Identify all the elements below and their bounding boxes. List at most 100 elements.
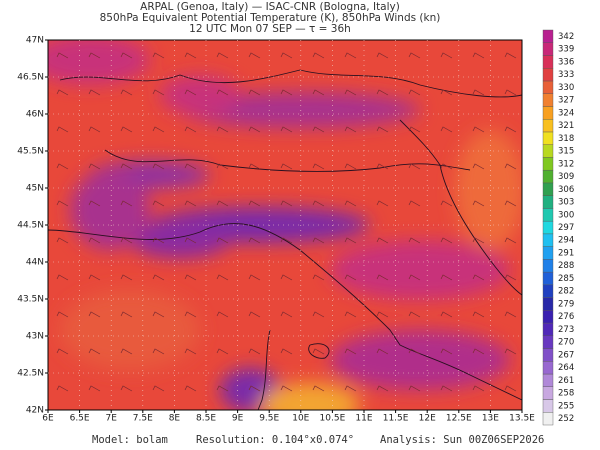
wind-barb [184,385,197,392]
lon-tick-label: 9E [232,414,244,424]
wind-barb [280,163,293,170]
colorbar-label: 273 [558,325,574,335]
lon-tick-label: 7E [105,414,117,424]
wind-barb [440,237,453,244]
colorbar-segment [542,361,554,375]
wind-barb [152,52,165,59]
wind-barb [216,200,229,207]
colorbar-label: 285 [558,274,574,284]
colorbar-segment [542,208,554,222]
colorbar-label: 342 [558,32,574,42]
lon-tick-label: 8.5E [196,414,216,424]
wind-barb [248,385,261,392]
wind-barb [440,200,453,207]
wind-barb [248,89,261,96]
wind-barb [312,237,325,244]
wind-barb [440,274,453,281]
lat-tick-label: 47N [26,36,44,46]
wind-barb [248,126,261,133]
wind-barb [376,385,389,392]
wind-barb [504,385,517,392]
wind-barb [120,348,133,355]
colorbar-segment [542,157,554,171]
wind-barb [184,348,197,355]
wind-barb [248,163,261,170]
colorbar-segment [542,118,554,133]
wind-barb [248,274,261,281]
footer-analysis: Analysis: Sun 00Z06SEP2026 [380,434,544,446]
colorbar-segment [542,284,554,298]
lon-tick-label: 11.5E [383,414,409,424]
colorbar-segment [542,195,554,209]
colorbar-segment [542,348,554,362]
colorbar-label: 270 [558,338,574,348]
colorbar-segment [542,169,554,184]
colorbar-segment [542,386,554,400]
colorbar-segment [542,80,554,94]
wind-barb [376,52,389,59]
colorbar-segment [542,271,554,286]
wind-barb [56,237,69,244]
wind-barb [280,274,293,281]
wind-barb [472,89,485,96]
wind-barb [216,348,229,355]
wind-barb [344,274,357,281]
wind-barb [472,348,485,355]
colorbar-segment [542,55,554,69]
wind-barb [344,348,357,355]
colorbar-label: 306 [558,185,574,195]
wind-barb [280,348,293,355]
colorbar-label: 330 [558,83,574,93]
colorbar-label: 297 [558,223,574,233]
colorbar-segment [542,68,554,82]
colorbar-label: 315 [558,147,574,157]
colorbar-segment [542,412,554,426]
lon-tick-label: 9.5E [259,414,279,424]
header-line: ARPAL (Genoa, Italy) — ISAC-CNR (Bologna… [140,1,400,13]
wind-barb [56,348,69,355]
wind-barb [280,89,293,96]
wind-barb [216,163,229,170]
wind-barb [344,126,357,133]
wind-barb [56,200,69,207]
wind-barb [88,89,101,96]
lon-tick-label: 8E [169,414,181,424]
wind-barb [312,385,325,392]
wind-barb [440,348,453,355]
wind-barb [408,348,421,355]
wind-barb [504,163,517,170]
colorbar-label: 261 [558,376,574,386]
wind-barb [376,126,389,133]
wind-barb [472,200,485,207]
colorbar-segment [542,399,554,413]
wind-barb [88,385,101,392]
wind-barb [216,89,229,96]
colorbar-segment [542,106,554,120]
colorbar-label: 303 [558,198,574,208]
colorbar-label: 318 [558,134,574,144]
wind-barb [184,52,197,59]
wind-barb [312,200,325,207]
wind-barb [152,237,165,244]
colorbar-label: 309 [558,172,574,182]
wind-barb [88,348,101,355]
lat-tick-label: 45N [26,184,44,194]
colorbar-segment [542,335,554,349]
lon-tick-label: 6.5E [70,414,90,424]
wind-barb [248,348,261,355]
wind-barb [504,237,517,244]
colorbar-segment [542,42,554,56]
wind-barb [440,163,453,170]
lon-tick-label: 10E [292,414,309,424]
lon-tick-label: 7.5E [133,414,153,424]
wind-barb [344,200,357,207]
wind-barb [88,126,101,133]
wind-barb [408,89,421,96]
header-line: 12 UTC Mon 07 SEP — τ = 36h [189,23,351,35]
wind-barb [152,89,165,96]
wind-barb [376,200,389,207]
lon-tick-label: 11E [355,414,372,424]
wind-barb [472,237,485,244]
